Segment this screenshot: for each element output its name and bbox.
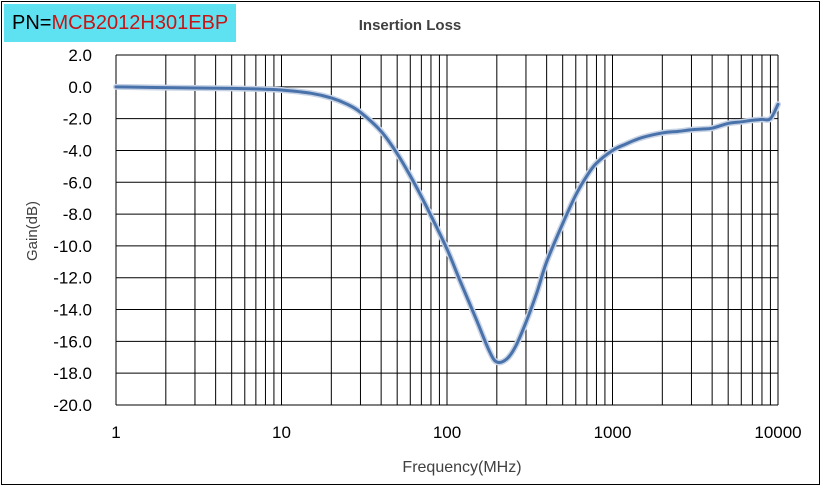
chart-title: Insertion Loss: [359, 17, 462, 34]
y-tick-label: -20.0: [53, 396, 92, 415]
series-line: [114, 85, 780, 364]
series-group: [113, 83, 781, 366]
y-tick-label: -4.0: [63, 141, 92, 160]
y-tick-label: -16.0: [53, 332, 92, 351]
x-tick-label: 1000: [594, 423, 632, 442]
y-tick-label: -18.0: [53, 364, 92, 383]
y-tick-label: -10.0: [53, 237, 92, 256]
y-tick-label: -12.0: [53, 269, 92, 288]
y-tick-label: -8.0: [63, 205, 92, 224]
y-tick-label: -6.0: [63, 173, 92, 192]
x-tick-label: 10: [272, 423, 291, 442]
y-axis-label: Gain(dB): [24, 201, 41, 261]
x-tick-label: 1: [111, 423, 120, 442]
grid: [115, 54, 779, 406]
y-tick-label: -14.0: [53, 301, 92, 320]
x-tick-labels: 1 10 100 1000 10000: [111, 423, 801, 442]
part-number-label: PN=MCB2012H301EBP: [4, 4, 236, 42]
x-axis-label: Frequency(MHz): [402, 459, 521, 476]
y-tick-label: 0.0: [68, 78, 92, 97]
part-number-value: MCB2012H301EBP: [51, 12, 229, 34]
part-number-prefix: PN=: [12, 12, 52, 34]
x-tick-label: 10000: [754, 423, 801, 442]
y-tick-labels: 2.0 0.0 -2.0 -4.0 -6.0 -8.0 -10.0 -12.0 -14.0 -16…: [53, 46, 92, 415]
x-tick-label: 100: [433, 423, 461, 442]
y-tick-label: -2.0: [63, 110, 92, 129]
y-tick-label: 2.0: [68, 46, 92, 65]
